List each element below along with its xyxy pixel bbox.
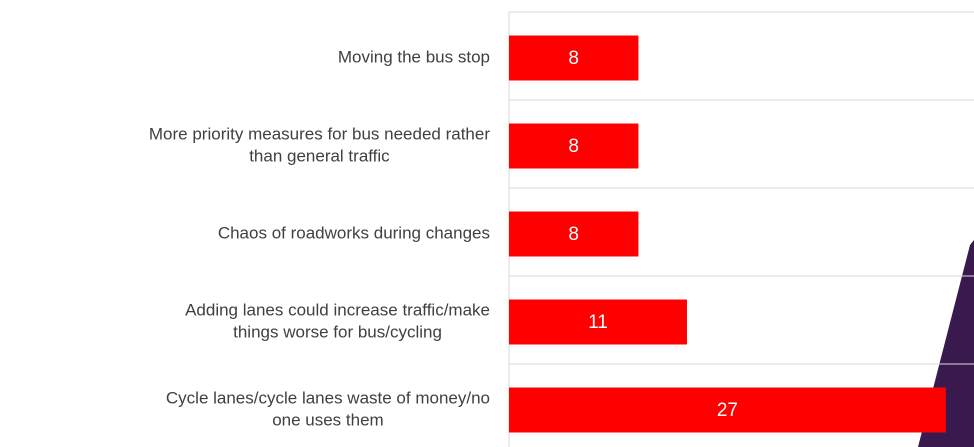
- category-label: More priority measures for bus needed ra…: [149, 124, 490, 143]
- value-label: 11: [588, 312, 608, 333]
- value-label: 8: [568, 48, 579, 69]
- category-label: Chaos of roadworks during changes: [218, 223, 490, 242]
- category-label: one uses them: [272, 410, 384, 429]
- category-label: things worse for bus/cycling: [233, 322, 442, 341]
- category-label: Cycle lanes/cycle lanes waste of money/n…: [166, 388, 490, 407]
- bar: [509, 211, 639, 257]
- value-label: 8: [568, 224, 579, 245]
- bar: [509, 35, 639, 81]
- category-label: Moving the bus stop: [338, 47, 490, 66]
- value-label: 27: [717, 400, 738, 421]
- value-label: 8: [568, 136, 579, 157]
- bar: [509, 387, 946, 433]
- category-label: than general traffic: [249, 146, 390, 165]
- bar: [509, 299, 687, 345]
- category-label: Adding lanes could increase traffic/make: [185, 300, 490, 319]
- bar: [509, 123, 639, 169]
